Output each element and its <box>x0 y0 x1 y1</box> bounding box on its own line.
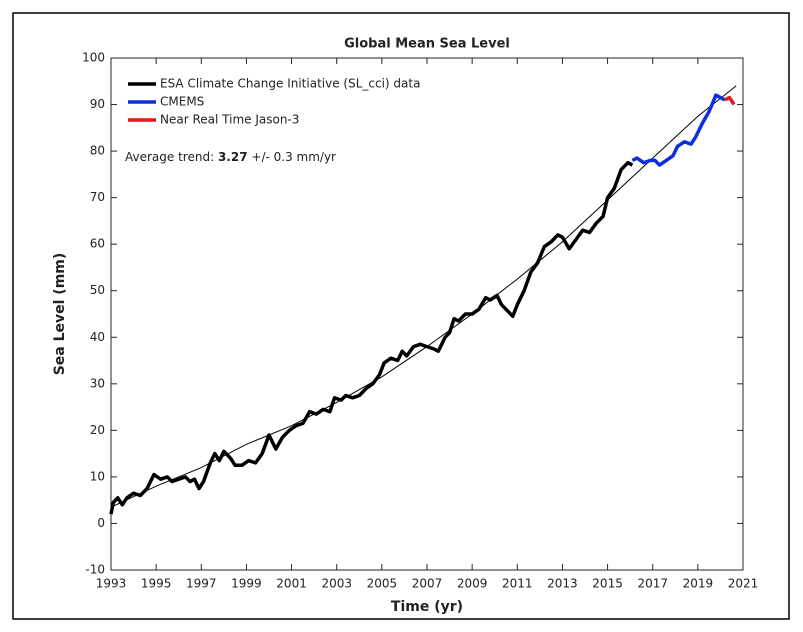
y-tick-label: 70 <box>90 190 105 204</box>
y-tick-label: 80 <box>90 144 105 158</box>
x-tick-label: 2007 <box>412 577 443 591</box>
x-tick-label: 2017 <box>637 577 668 591</box>
legend-label: ESA Climate Change Initiative (SL_cci) d… <box>160 77 420 91</box>
annotation: Average trend: 3.27 +/- 0.3 mm/yr <box>125 150 336 164</box>
y-tick-label: 100 <box>82 51 105 65</box>
x-tick-label: 2001 <box>276 577 307 591</box>
annotation-rest: +/- 0.3 mm/yr <box>251 150 336 164</box>
x-tick-label: 2019 <box>683 577 714 591</box>
x-tick-label: 1995 <box>141 577 172 591</box>
x-tick-label: 1993 <box>96 577 127 591</box>
y-axis-label: Sea Level (mm) <box>52 253 68 376</box>
data-line <box>724 95 736 106</box>
x-axis-label: Time (yr) <box>391 599 463 615</box>
y-tick-label: 20 <box>90 423 105 437</box>
figure-frame <box>12 12 790 620</box>
x-tick-label: 1997 <box>186 577 217 591</box>
y-tick-label: 60 <box>90 237 105 251</box>
y-tick-label: 90 <box>90 97 105 111</box>
y-tick-label: 40 <box>90 330 105 344</box>
data-line <box>109 160 634 515</box>
x-tick-label: 2021 <box>728 577 759 591</box>
data-line <box>631 93 726 167</box>
x-tick-label: 2011 <box>502 577 533 591</box>
x-tick-label: 2013 <box>547 577 578 591</box>
y-tick-label: 0 <box>97 516 105 530</box>
y-tick-label: -10 <box>85 563 105 577</box>
x-tick-label: 2015 <box>592 577 623 591</box>
legend-label: Near Real Time Jason-3 <box>160 113 299 127</box>
y-tick-label: 50 <box>90 283 105 297</box>
x-tick-label: 1999 <box>231 577 262 591</box>
x-tick-label: 2009 <box>457 577 488 591</box>
chart-title: Global Mean Sea Level <box>344 37 510 52</box>
legend-label: CMEMS <box>160 95 204 109</box>
y-tick-label: 30 <box>90 376 105 390</box>
x-tick-label: 2003 <box>321 577 352 591</box>
y-tick-label: 10 <box>90 469 105 483</box>
x-tick-label: 2005 <box>367 577 398 591</box>
annotation-label: Average trend: <box>125 150 214 164</box>
annotation-value: 3.27 <box>218 150 248 164</box>
